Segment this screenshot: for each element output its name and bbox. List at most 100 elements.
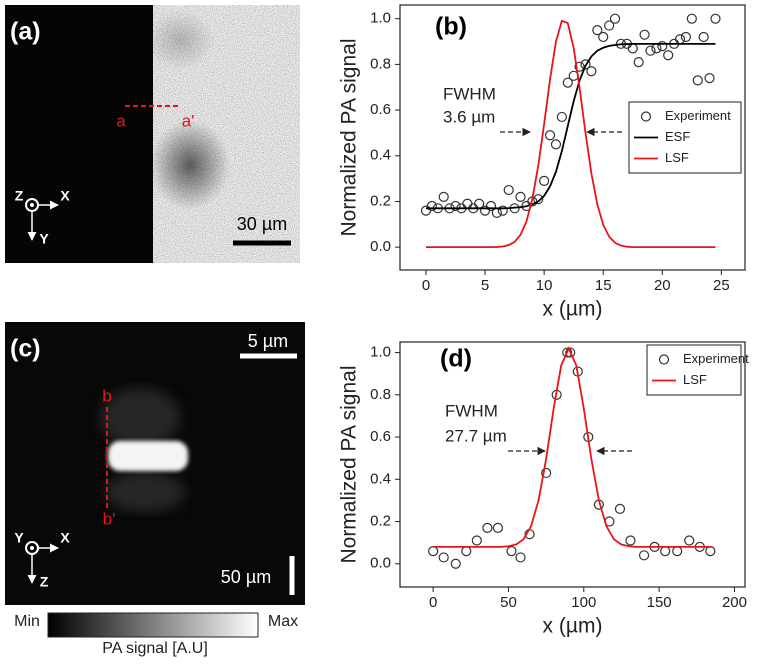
axis-name: X — [60, 188, 70, 204]
legend-label: Experiment — [683, 351, 749, 366]
profile-end: b' — [103, 509, 116, 528]
panel-label: (b) — [435, 13, 467, 41]
data-point — [672, 545, 683, 557]
y-tick-label: 0.8 — [370, 55, 391, 72]
y-axis-label: Normalized PA signal — [338, 365, 361, 563]
image-a: a a' (a) 30 µm Z X Y — [5, 5, 300, 263]
x-tick-label: 0 — [422, 277, 430, 294]
annotation: FWHM — [445, 401, 498, 420]
dark-region — [5, 5, 153, 263]
y-axis-label: Normalized PA signal — [338, 38, 361, 236]
data-point — [614, 503, 626, 514]
data-point — [515, 552, 526, 563]
y-tick-label: 0.6 — [370, 428, 391, 445]
data-point — [426, 200, 438, 212]
panel-label: (c) — [10, 335, 41, 363]
data-point — [515, 191, 526, 202]
x-tick-label: 50 — [500, 594, 517, 611]
data-point — [565, 347, 576, 358]
data-point — [710, 13, 721, 24]
data-point — [462, 198, 473, 209]
data-point — [625, 535, 636, 546]
axis-origin-dot — [30, 546, 34, 550]
data-point — [438, 191, 449, 202]
legend-label: LSF — [665, 150, 689, 165]
data-point — [698, 31, 709, 43]
plot-frame — [399, 4, 746, 271]
axis-name: Y — [14, 530, 24, 546]
profile-start: a — [116, 111, 126, 130]
data-point — [638, 550, 650, 561]
chart: 0 50 100 150 200 0.0 0.2 0.4 0.6 0.8 1.0 x (µm) Norm… — [338, 341, 749, 638]
legend: Experiment ESF LSF — [628, 101, 742, 174]
legend-label: LSF — [683, 372, 707, 387]
fit-line — [433, 346, 712, 548]
x-tick-label: 200 — [722, 594, 747, 611]
data-point — [592, 25, 603, 36]
halo — [100, 388, 180, 448]
data-point — [633, 57, 644, 68]
data-point — [539, 175, 550, 187]
colorbar: Min Max PA signal [A.U] — [14, 612, 298, 657]
data-point — [533, 194, 544, 205]
data-point — [562, 347, 573, 358]
chart: 0 5 10 15 20 25 0.0 0.2 0.4 0.6 0.8 1.0 x (µm) Normal… — [338, 4, 746, 321]
x-tick-label: 15 — [595, 277, 612, 294]
data-point — [580, 59, 591, 70]
data-point — [544, 130, 556, 141]
y-tick-label: 1.0 — [370, 344, 391, 361]
data-point — [639, 29, 650, 40]
axis-origin-dot — [30, 203, 34, 207]
data-point — [550, 139, 562, 150]
y-tick-label: 0.8 — [370, 386, 391, 403]
y-tick-label: 1.0 — [370, 10, 391, 27]
data-point — [503, 184, 514, 196]
fit-line — [425, 42, 716, 210]
plot-frame — [399, 341, 746, 588]
x-tick-label: 100 — [571, 594, 596, 611]
axis-name: Y — [39, 231, 49, 247]
y-tick-label: 0.4 — [370, 470, 391, 487]
colorbar-min: Min — [14, 613, 40, 630]
data-point — [506, 545, 517, 557]
data-point — [674, 34, 686, 45]
x-axis-label: x (µm) — [543, 615, 603, 638]
legend-marker — [658, 354, 670, 365]
annotation: 3.6 µm — [443, 107, 495, 126]
data-point — [686, 13, 697, 24]
profile-start: b — [102, 386, 111, 405]
data-point — [428, 545, 439, 557]
y-tick-label: 0.0 — [370, 238, 391, 255]
fit-line — [425, 19, 716, 249]
data-point — [692, 75, 703, 86]
data-point — [450, 558, 461, 569]
colorbar-gradient — [47, 612, 259, 638]
x-tick-label: 5 — [481, 277, 489, 294]
y-tick-label: 0.6 — [370, 101, 391, 118]
data-point — [497, 205, 508, 216]
panel-label: (a) — [10, 18, 41, 46]
data-point — [491, 207, 502, 218]
y-tick-label: 0.4 — [370, 147, 391, 164]
data-point — [684, 535, 695, 546]
data-point — [645, 45, 656, 56]
x-tick-label: 20 — [654, 277, 671, 294]
axis-name: Z — [15, 188, 24, 204]
annotation: 27.7 µm — [445, 426, 507, 445]
data-point — [574, 61, 585, 72]
data-point — [461, 545, 472, 557]
data-point — [438, 552, 449, 563]
panel-label: (d) — [440, 345, 472, 373]
profile-end: a' — [182, 111, 195, 130]
data-point — [657, 41, 668, 52]
x-tick-label: 0 — [429, 594, 437, 611]
data-point — [704, 73, 715, 84]
axis-name: Z — [40, 574, 49, 590]
x-tick-label: 150 — [647, 594, 672, 611]
data-point — [663, 50, 674, 61]
bright-spot — [108, 441, 188, 471]
data-point — [541, 467, 552, 479]
data-point — [482, 522, 493, 533]
data-point — [627, 43, 638, 54]
